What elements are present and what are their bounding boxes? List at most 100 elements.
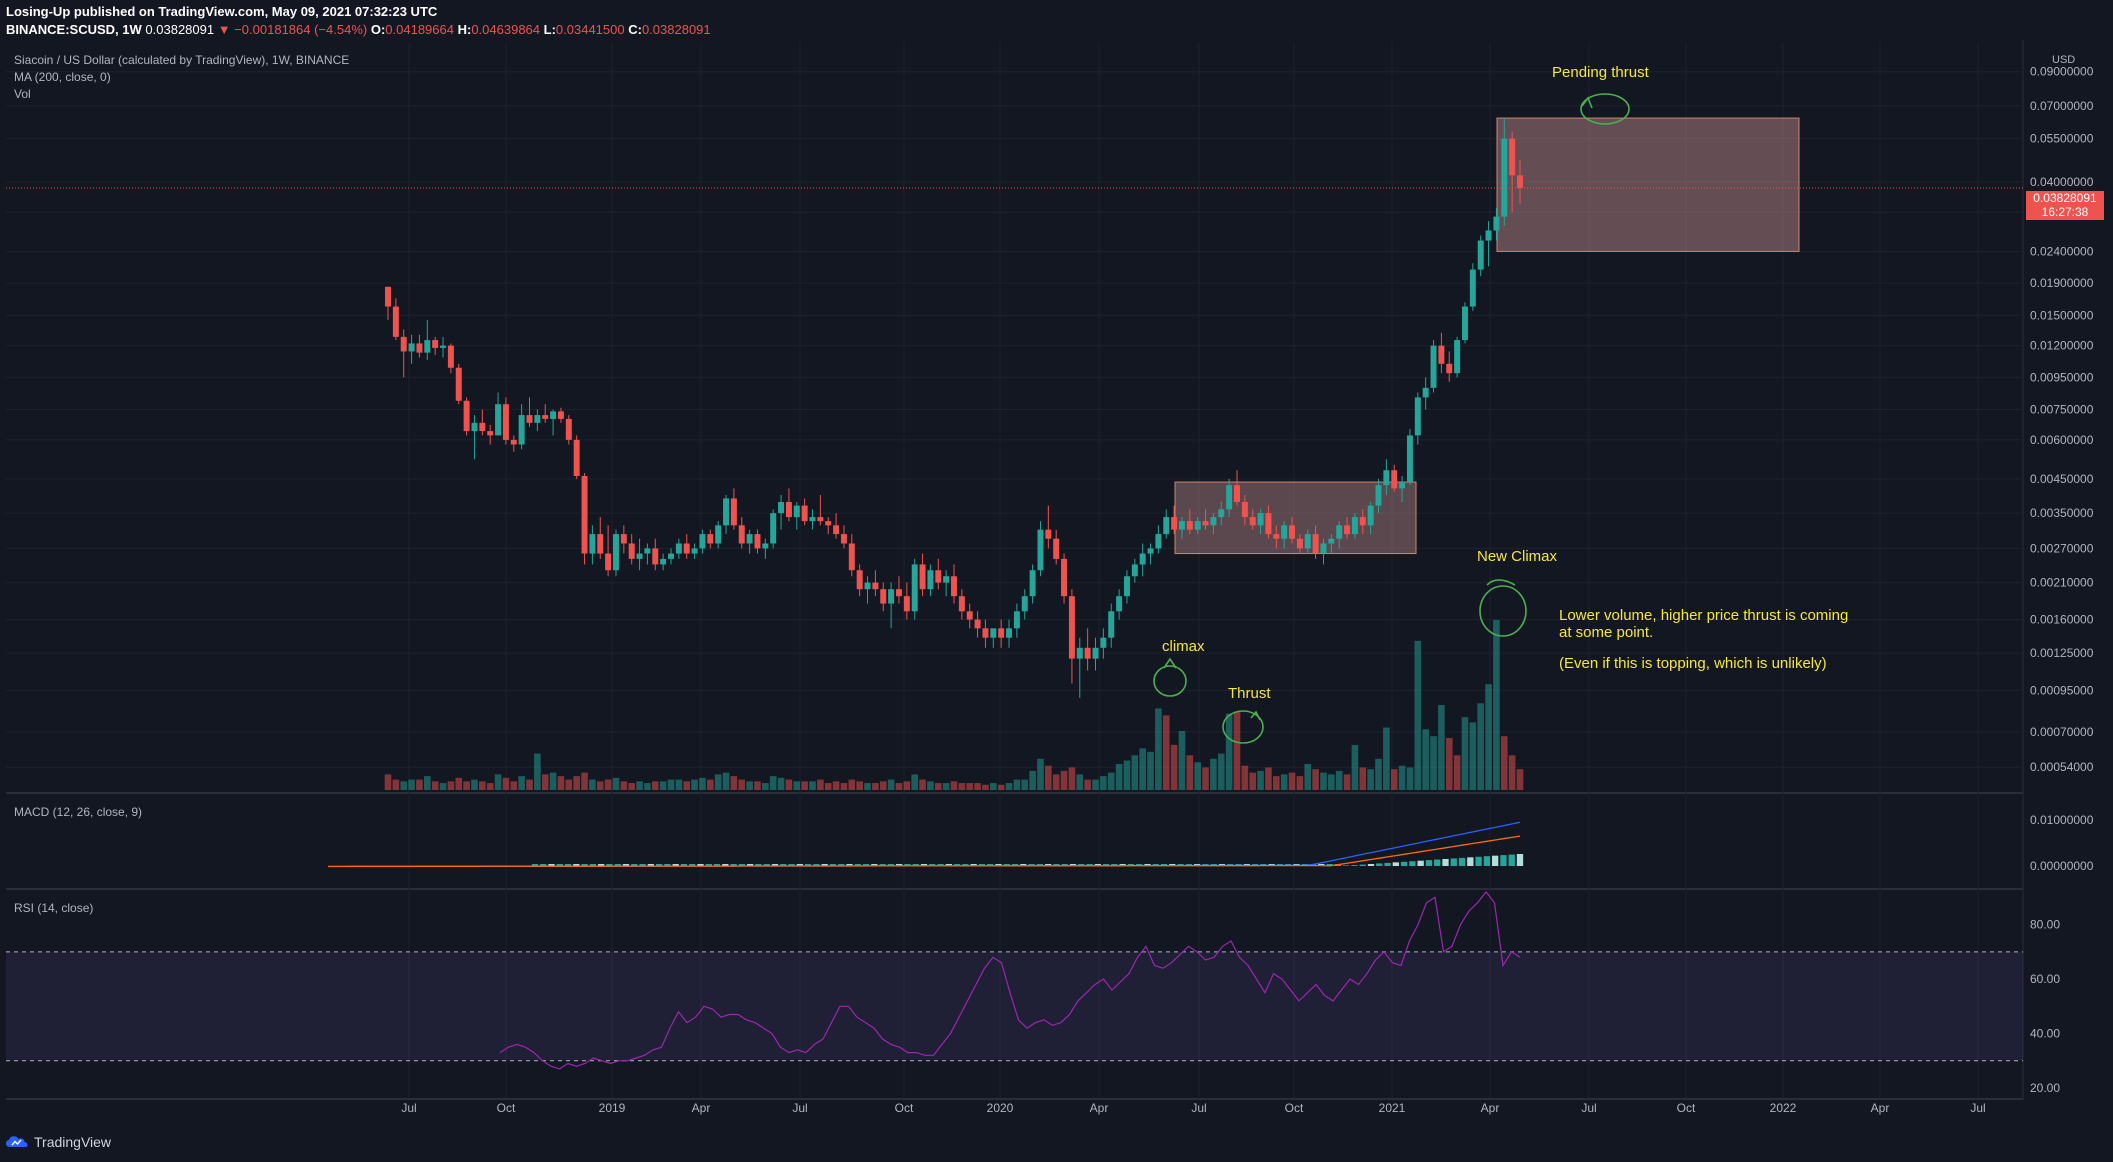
- time-tick-label: 2021: [1379, 1101, 1406, 1115]
- candle-body: [385, 286, 391, 307]
- volume-bar: [1335, 770, 1343, 790]
- candle-body: [1336, 525, 1343, 539]
- candle-body: [1312, 534, 1319, 554]
- candle-body: [833, 525, 840, 535]
- volume-bar: [1115, 763, 1123, 790]
- candle-body: [597, 534, 604, 554]
- macd-histogram-bar: [1028, 864, 1035, 866]
- volume-bar: [416, 779, 423, 790]
- volume-bar: [1383, 727, 1390, 790]
- volume-bar: [1469, 722, 1477, 790]
- candle-body: [1241, 501, 1248, 518]
- candle-body: [856, 570, 863, 590]
- volume-bar: [934, 783, 942, 790]
- price-tick-label: 0.00950000: [2030, 370, 2094, 384]
- volume-bar: [1029, 770, 1036, 790]
- macd-histogram-bar: [1094, 864, 1101, 866]
- macd-histogram-bar: [581, 864, 588, 866]
- annotation-note-line3[interactable]: (Even if this is topping, which is unlik…: [1559, 655, 1827, 672]
- candle-body: [1493, 216, 1500, 231]
- candle-body: [1139, 553, 1146, 565]
- volume-bar: [856, 781, 863, 790]
- annotation-note-line2[interactable]: at some point.: [1559, 624, 1654, 641]
- candle-body: [495, 404, 502, 436]
- time-tick-label: Jul: [1970, 1101, 1985, 1115]
- candle-body: [581, 475, 588, 554]
- macd-histogram-bar: [1400, 861, 1408, 866]
- time-tick-label: Oct: [497, 1101, 516, 1115]
- candle-body: [455, 367, 462, 401]
- candle-body: [998, 628, 1005, 638]
- candle-body: [1257, 513, 1264, 526]
- time-tick-label: 2020: [987, 1101, 1014, 1115]
- volume-bar: [1123, 760, 1131, 790]
- series-title[interactable]: Siacoin / US Dollar (calculated by Tradi…: [14, 53, 350, 67]
- volume-bar: [746, 781, 753, 790]
- open-label: O:: [370, 22, 386, 37]
- time-tick-label: Apr: [692, 1101, 711, 1115]
- price-tick-label: 0.09000000: [2030, 65, 2094, 79]
- annotation-pending-thrust[interactable]: Pending thrust: [1552, 64, 1649, 81]
- candle-body: [966, 611, 973, 620]
- candle-body: [1234, 485, 1240, 502]
- price-tick-label: 0.00600000: [2030, 433, 2094, 447]
- macd-histogram-bar: [1036, 864, 1044, 866]
- candle-body: [1061, 558, 1068, 597]
- annotation-note-line1[interactable]: Lower volume, higher price thrust is com…: [1559, 607, 1849, 624]
- tradingview-logo[interactable]: TradingView: [6, 1134, 111, 1150]
- volume-bar: [738, 779, 746, 790]
- macd-histogram-bar: [564, 864, 572, 866]
- candle-body: [502, 404, 509, 440]
- volume-bar: [1477, 703, 1484, 790]
- volume-bar: [777, 777, 785, 790]
- macd-histogram-bar: [829, 864, 837, 866]
- volume-bar: [1131, 755, 1139, 790]
- volume-bar: [990, 783, 997, 790]
- candle-body: [1469, 269, 1476, 307]
- time-tick-label: Oct: [1285, 1101, 1304, 1115]
- volume-bar: [966, 783, 974, 790]
- macd-histogram-bar: [755, 864, 762, 866]
- volume-bar: [1249, 772, 1257, 790]
- candle-body: [730, 498, 737, 526]
- annotation-new-climax[interactable]: New Climax: [1477, 548, 1558, 565]
- volume-bar: [785, 779, 793, 790]
- candle-body: [565, 418, 572, 440]
- macd-histogram-bar: [978, 864, 986, 866]
- volume-bar: [1021, 779, 1029, 790]
- volume-bar: [1485, 684, 1492, 790]
- macd-histogram-bar: [953, 864, 961, 866]
- macd-histogram-bar: [987, 864, 994, 866]
- volume-legend[interactable]: Vol: [14, 87, 31, 101]
- climax-circle: [1153, 665, 1187, 697]
- volume-bar: [722, 772, 730, 790]
- publish-info: Losing-Up published on TradingView.com, …: [6, 4, 438, 19]
- candle-body: [840, 534, 847, 544]
- volume-bar: [1225, 713, 1233, 790]
- volume-bar: [1100, 776, 1107, 790]
- rsi-legend[interactable]: RSI (14, close): [14, 901, 94, 915]
- candle-body: [589, 534, 596, 554]
- annotation-thrust[interactable]: Thrust: [1228, 685, 1271, 702]
- volume-bar: [1312, 769, 1319, 790]
- candle-body: [1006, 628, 1013, 638]
- candle-body: [1155, 534, 1162, 549]
- candle-body: [542, 415, 549, 419]
- macd-histogram-bar: [697, 864, 704, 866]
- candle-body: [911, 564, 918, 612]
- volume-bar: [596, 781, 604, 790]
- volume-bar: [1147, 751, 1154, 790]
- open-value: 0.04189664: [385, 22, 454, 37]
- ma-legend[interactable]: MA (200, close, 0): [14, 70, 111, 84]
- macd-legend[interactable]: MACD (12, 26, close, 9): [14, 805, 143, 819]
- price-tick-label: 0.07000000: [2030, 99, 2094, 113]
- candle-body: [974, 619, 981, 629]
- tradingview-brand: TradingView: [34, 1134, 112, 1150]
- macd-histogram-bar: [1450, 858, 1457, 866]
- volume-bar: [832, 781, 840, 790]
- annotation-climax[interactable]: climax: [1162, 638, 1205, 655]
- macd-histogram-bar: [540, 864, 547, 866]
- candle-body: [1210, 517, 1217, 526]
- volume-bar: [1194, 762, 1201, 790]
